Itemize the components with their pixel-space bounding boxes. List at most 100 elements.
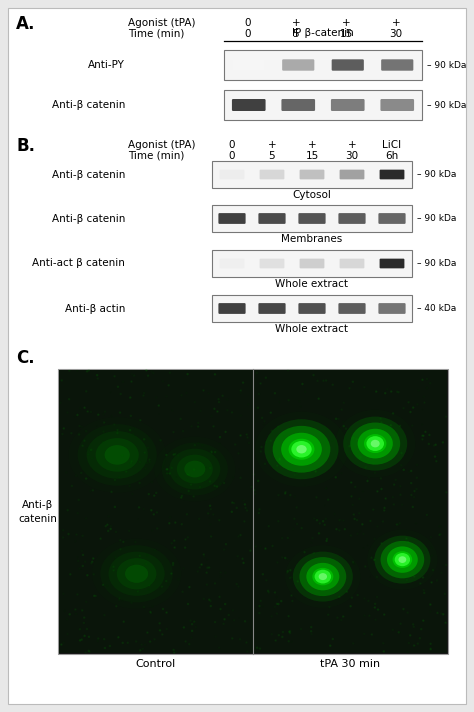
Circle shape: [351, 597, 353, 598]
Circle shape: [68, 533, 69, 535]
Circle shape: [194, 621, 195, 622]
Circle shape: [406, 538, 407, 539]
Circle shape: [305, 434, 306, 435]
Circle shape: [136, 641, 137, 642]
Circle shape: [167, 468, 168, 470]
Circle shape: [288, 399, 289, 401]
Circle shape: [318, 398, 319, 399]
Text: 15: 15: [305, 151, 319, 161]
Text: 15: 15: [339, 29, 353, 39]
Text: Control: Control: [136, 659, 176, 669]
Circle shape: [336, 528, 337, 530]
Circle shape: [61, 379, 62, 381]
Circle shape: [194, 444, 195, 446]
Circle shape: [423, 620, 424, 622]
Circle shape: [410, 412, 411, 413]
FancyBboxPatch shape: [219, 258, 245, 268]
Circle shape: [243, 382, 244, 383]
Circle shape: [291, 595, 292, 596]
Circle shape: [426, 514, 428, 515]
Text: LiCl: LiCl: [383, 140, 401, 150]
Circle shape: [231, 511, 232, 513]
Circle shape: [210, 600, 211, 602]
Circle shape: [173, 649, 174, 651]
Circle shape: [114, 506, 116, 508]
Text: Anti-β catenin: Anti-β catenin: [52, 169, 125, 179]
Text: 0: 0: [245, 18, 251, 28]
Text: 0: 0: [229, 151, 235, 161]
Circle shape: [381, 488, 382, 490]
Circle shape: [328, 499, 329, 501]
Circle shape: [353, 437, 354, 439]
Circle shape: [173, 652, 175, 653]
Circle shape: [413, 645, 415, 646]
Bar: [212, 205, 412, 232]
Circle shape: [110, 528, 111, 530]
Circle shape: [413, 576, 415, 577]
Circle shape: [84, 635, 85, 637]
Text: 6h: 6h: [385, 151, 399, 161]
Circle shape: [408, 402, 409, 403]
Circle shape: [149, 459, 150, 460]
Circle shape: [260, 451, 262, 452]
Circle shape: [182, 591, 183, 592]
Bar: [212, 250, 412, 277]
Circle shape: [319, 566, 321, 567]
Circle shape: [109, 645, 110, 646]
Circle shape: [156, 512, 157, 513]
Circle shape: [278, 520, 279, 522]
Circle shape: [327, 538, 328, 540]
Circle shape: [326, 380, 327, 381]
Circle shape: [297, 581, 298, 582]
Circle shape: [253, 473, 255, 475]
Circle shape: [154, 639, 155, 640]
Circle shape: [84, 440, 85, 441]
Circle shape: [290, 577, 291, 579]
Ellipse shape: [366, 436, 384, 451]
Circle shape: [288, 616, 289, 617]
Circle shape: [80, 640, 81, 641]
Circle shape: [69, 614, 70, 615]
Circle shape: [139, 461, 140, 463]
Circle shape: [275, 640, 276, 641]
Circle shape: [294, 518, 295, 519]
Ellipse shape: [395, 553, 410, 566]
Circle shape: [268, 525, 269, 527]
FancyBboxPatch shape: [380, 169, 404, 179]
Text: IP β-catenin: IP β-catenin: [292, 28, 354, 38]
Circle shape: [166, 468, 167, 470]
Circle shape: [322, 520, 324, 522]
Ellipse shape: [78, 424, 157, 486]
Circle shape: [174, 547, 175, 548]
Circle shape: [214, 582, 216, 584]
Circle shape: [105, 525, 106, 527]
Circle shape: [77, 414, 78, 416]
Circle shape: [82, 445, 83, 446]
Circle shape: [429, 434, 430, 436]
Text: – 40 kDa: – 40 kDa: [417, 304, 456, 313]
Circle shape: [262, 417, 263, 419]
Circle shape: [173, 431, 174, 433]
Circle shape: [129, 429, 131, 431]
FancyBboxPatch shape: [258, 303, 286, 314]
Circle shape: [407, 612, 408, 613]
FancyBboxPatch shape: [380, 258, 404, 268]
Text: Whole extract: Whole extract: [275, 279, 348, 289]
Circle shape: [259, 648, 261, 649]
Circle shape: [301, 528, 302, 529]
Circle shape: [107, 524, 108, 525]
Circle shape: [365, 466, 366, 468]
Ellipse shape: [69, 417, 166, 493]
Circle shape: [392, 445, 393, 446]
Text: C.: C.: [16, 349, 35, 367]
Circle shape: [242, 558, 243, 560]
FancyBboxPatch shape: [381, 99, 414, 111]
Circle shape: [432, 570, 434, 571]
Circle shape: [289, 631, 290, 632]
Circle shape: [199, 567, 201, 568]
Circle shape: [393, 504, 394, 505]
Circle shape: [166, 580, 167, 582]
Circle shape: [200, 486, 201, 488]
Circle shape: [239, 639, 241, 640]
Circle shape: [398, 632, 400, 633]
